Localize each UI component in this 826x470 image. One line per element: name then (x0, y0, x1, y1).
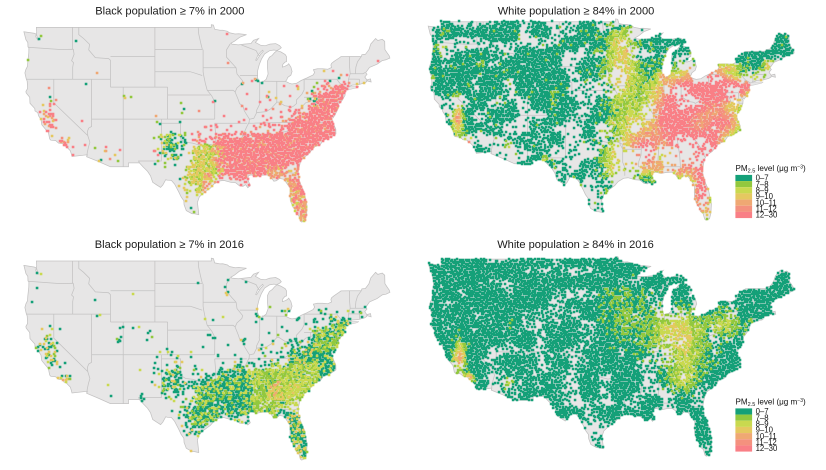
svg-text:11–12: 11–12 (756, 438, 777, 447)
svg-text:12–30: 12–30 (756, 444, 778, 453)
svg-text:10–11: 10–11 (756, 432, 777, 441)
svg-text:9–10: 9–10 (756, 426, 774, 435)
svg-text:White population ≥ 84% in 2000: White population ≥ 84% in 2000 (498, 5, 655, 17)
svg-text:7–8: 7–8 (756, 180, 769, 189)
svg-text:11–12: 11–12 (756, 204, 777, 213)
svg-text:PM2.5 level (μg m−3): PM2.5 level (μg m−3) (736, 164, 807, 175)
svg-text:8–9: 8–9 (756, 186, 769, 195)
svg-text:7–8: 7–8 (756, 413, 769, 422)
svg-text:PM2.5 level (μg m−3): PM2.5 level (μg m−3) (736, 397, 807, 408)
svg-text:Black population ≥ 7% in 2016: Black population ≥ 7% in 2016 (95, 239, 244, 251)
svg-text:Black population ≥ 7% in 2000: Black population ≥ 7% in 2000 (95, 5, 244, 17)
svg-text:9–10: 9–10 (756, 192, 774, 201)
svg-text:0–7: 0–7 (756, 407, 769, 416)
svg-text:8–9: 8–9 (756, 419, 769, 428)
svg-text:10–11: 10–11 (756, 198, 777, 207)
svg-text:12–30: 12–30 (756, 211, 778, 220)
svg-text:White population ≥ 84% in 2016: White population ≥ 84% in 2016 (497, 239, 654, 251)
svg-text:0–7: 0–7 (756, 174, 769, 183)
